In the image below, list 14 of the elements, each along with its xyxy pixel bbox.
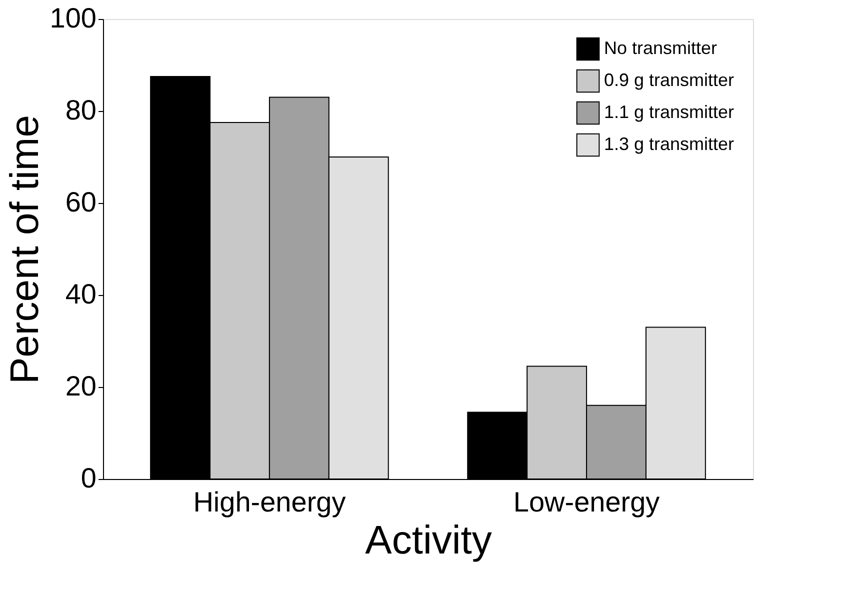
y-axis-title: Percent of time	[2, 114, 47, 384]
legend-label: 1.1 g transmitter	[604, 102, 734, 122]
y-tick-label: 40	[65, 278, 96, 310]
y-tick-label: 20	[65, 370, 96, 402]
y-tick-label: 80	[65, 94, 96, 126]
y-tick-label: 0	[80, 462, 96, 494]
x-tick-label: Low-energy	[513, 486, 660, 518]
legend-label: No transmitter	[604, 38, 718, 58]
x-tick-label: High-energy	[193, 486, 346, 518]
legend-label: 0.9 g transmitter	[604, 70, 734, 90]
y-tick-label: 100	[50, 2, 96, 34]
y-tick-label: 60	[65, 186, 96, 218]
x-axis-title: Activity	[365, 518, 492, 562]
legend-label: 1.3 g transmitter	[604, 134, 734, 154]
